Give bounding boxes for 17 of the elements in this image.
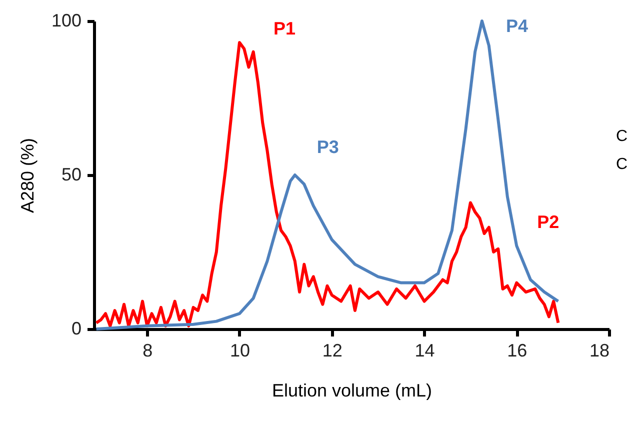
annotation: P2 — [537, 212, 560, 232]
text: C — [616, 128, 628, 145]
x-tick-label: 10 — [230, 340, 250, 360]
y-tick-label: 100 — [51, 10, 82, 30]
y-tick-label: 0 — [71, 318, 82, 338]
x-tick-label: 12 — [322, 340, 342, 360]
x-tick-label: 8 — [142, 340, 153, 360]
y-tick-label: 50 — [61, 164, 82, 184]
y-axis-title: A280 (%) — [17, 138, 38, 214]
x-axis-title: Elution volume (mL) — [272, 380, 432, 400]
text: C — [616, 156, 628, 173]
x-tick-label: 16 — [507, 340, 528, 360]
x-tick-label: 18 — [589, 340, 610, 360]
annotation: P3 — [316, 137, 339, 157]
x-tick-label: 14 — [414, 340, 435, 360]
annotation: P4 — [506, 16, 528, 36]
annotation: P1 — [273, 18, 296, 39]
